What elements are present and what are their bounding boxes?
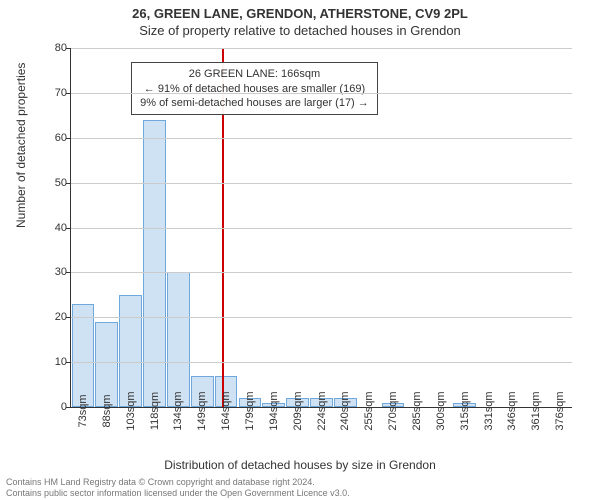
x-tick-label: 194sqm <box>268 391 280 430</box>
histogram-bar <box>167 272 190 407</box>
x-tick-label: 88sqm <box>101 394 113 427</box>
annotation-box: 26 GREEN LANE: 166sqm ← 91% of detached … <box>131 62 378 115</box>
x-tick-label: 118sqm <box>149 392 161 430</box>
histogram-bar <box>72 304 95 407</box>
x-tick-label: 346sqm <box>506 391 518 430</box>
gridline-y <box>71 317 572 318</box>
y-tick-mark <box>66 272 71 273</box>
histogram-bar <box>143 120 166 407</box>
footer-line-2: Contains public sector information licen… <box>6 488 594 498</box>
x-tick-label: 209sqm <box>292 391 304 430</box>
x-tick-label: 315sqm <box>459 391 471 430</box>
y-tick-mark <box>66 362 71 363</box>
chart-title-sub: Size of property relative to detached ho… <box>0 23 600 38</box>
y-tick-mark <box>66 183 71 184</box>
x-tick-label: 134sqm <box>172 391 184 430</box>
x-tick-label: 224sqm <box>316 391 328 430</box>
gridline-y <box>71 362 572 363</box>
y-tick-mark <box>66 228 71 229</box>
y-tick-mark <box>66 407 71 408</box>
y-tick-mark <box>66 93 71 94</box>
chart-plot-area: 26 GREEN LANE: 166sqm ← 91% of detached … <box>70 48 572 408</box>
x-tick-label: 361sqm <box>530 391 542 430</box>
x-tick-label: 103sqm <box>125 391 137 430</box>
histogram-bar <box>119 295 142 407</box>
x-tick-label: 240sqm <box>339 391 351 430</box>
x-axis-label: Distribution of detached houses by size … <box>0 458 600 472</box>
gridline-y <box>71 183 572 184</box>
x-tick-label: 73sqm <box>77 394 89 427</box>
annotation-line-1: 26 GREEN LANE: 166sqm <box>140 67 369 81</box>
footer-line-1: Contains HM Land Registry data © Crown c… <box>6 477 594 487</box>
x-tick-label: 255sqm <box>363 391 375 430</box>
y-tick-mark <box>66 48 71 49</box>
x-tick-label: 149sqm <box>196 391 208 430</box>
x-tick-label: 164sqm <box>220 391 232 430</box>
gridline-y <box>71 138 572 139</box>
y-axis-label: Number of detached properties <box>14 63 28 228</box>
x-tick-label: 270sqm <box>387 391 399 430</box>
x-tick-label: 300sqm <box>435 391 447 430</box>
chart-title-main: 26, GREEN LANE, GRENDON, ATHERSTONE, CV9… <box>0 6 600 21</box>
y-tick-mark <box>66 138 71 139</box>
x-tick-label: 285sqm <box>411 391 423 430</box>
gridline-y <box>71 228 572 229</box>
x-tick-label: 376sqm <box>554 391 566 430</box>
x-tick-label: 331sqm <box>483 391 495 430</box>
gridline-y <box>71 93 572 94</box>
footer-attribution: Contains HM Land Registry data © Crown c… <box>6 477 594 498</box>
x-tick-label: 179sqm <box>244 391 256 430</box>
y-tick-mark <box>66 317 71 318</box>
gridline-y <box>71 48 572 49</box>
annotation-line-3: 9% of semi-detached houses are larger (1… <box>140 96 369 110</box>
gridline-y <box>71 272 572 273</box>
